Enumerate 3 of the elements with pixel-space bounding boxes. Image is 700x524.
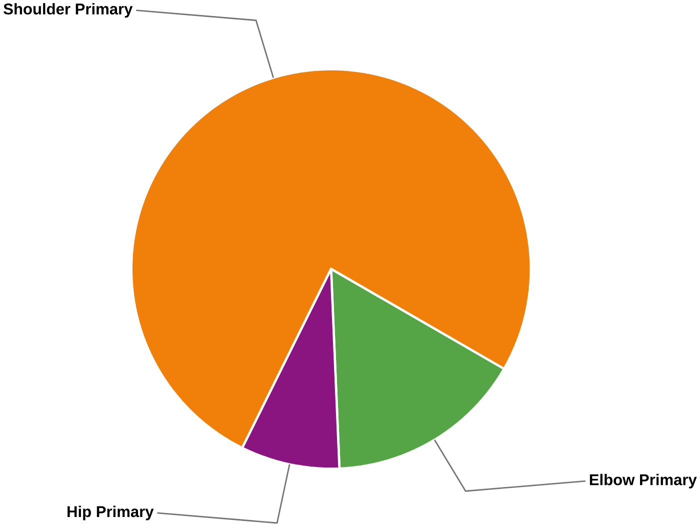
slice-label: Hip Primary — [68, 506, 154, 520]
slice-label: Shoulder Primary — [4, 3, 133, 18]
slice-label: Elbow Primary — [590, 474, 697, 488]
